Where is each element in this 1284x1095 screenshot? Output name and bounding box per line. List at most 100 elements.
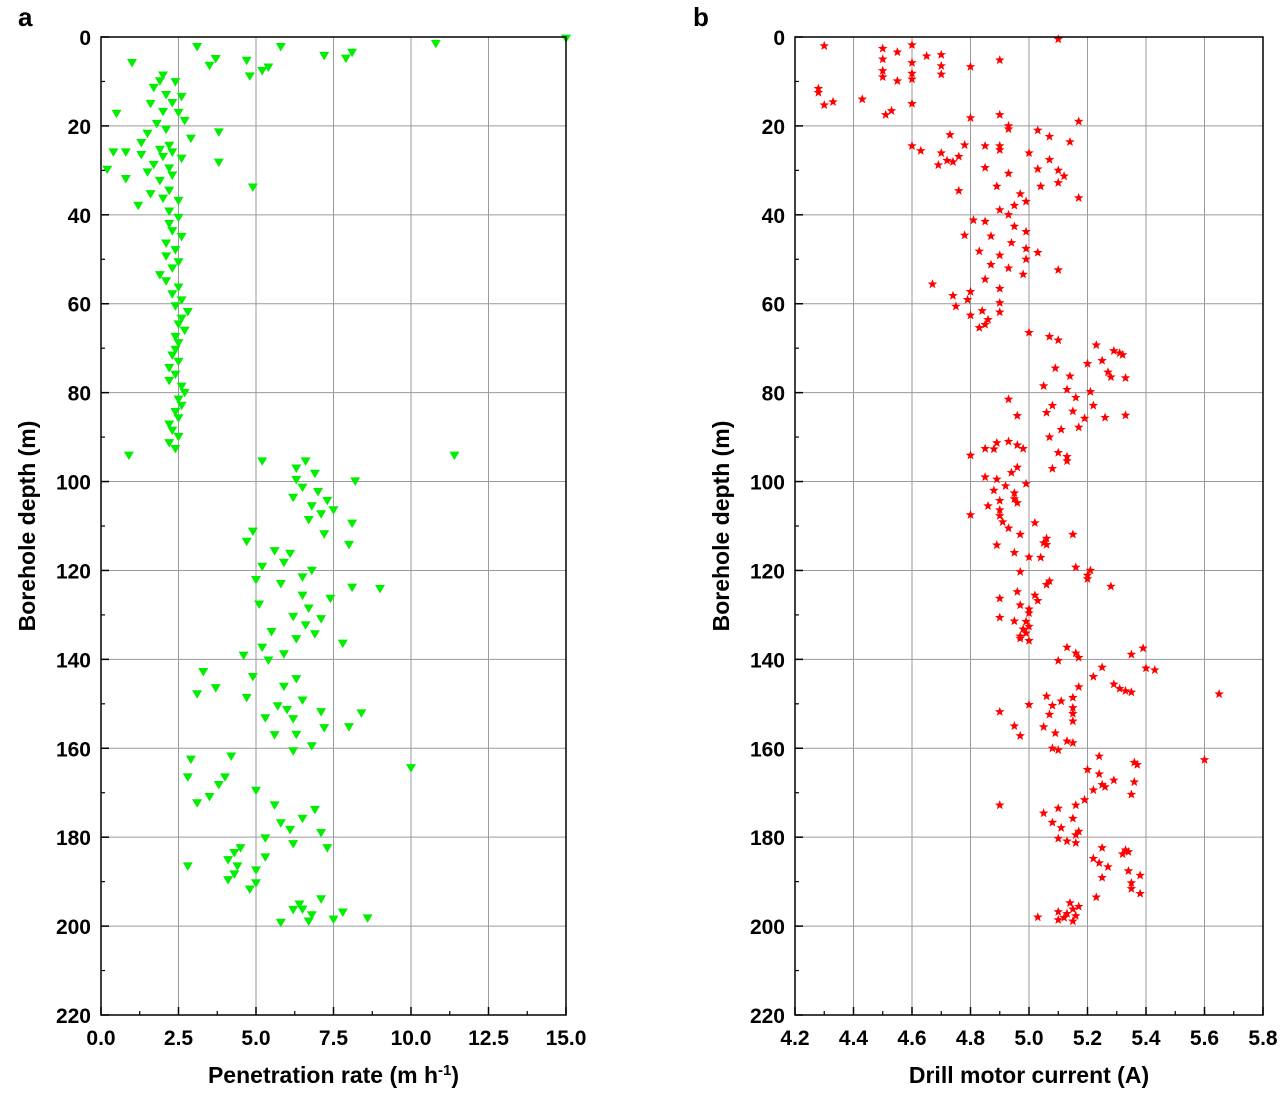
panel-b-data-point xyxy=(1003,436,1014,446)
panel-b-label: b xyxy=(693,2,709,32)
panel-a-data-point xyxy=(300,621,311,630)
panel-a-data-point xyxy=(313,488,323,497)
panel-a-data-point xyxy=(282,705,292,715)
panel-b-data-point xyxy=(962,294,973,304)
panel-b-data-point xyxy=(994,283,1005,293)
panel-b-data-point xyxy=(1015,633,1025,643)
panel-b-data-point xyxy=(980,162,990,172)
panel-b-data-point xyxy=(1021,628,1031,638)
panel-b-data-point xyxy=(965,509,976,519)
panel-a-data-point xyxy=(297,591,308,601)
panel-b-data-point xyxy=(936,69,947,79)
panel-a-x-tick-label: 15.0 xyxy=(546,1027,587,1050)
panel-a-data-point xyxy=(167,426,178,436)
panel-b-chart: b 4.2 4.4 4.6 4.8 5.0 5.2 5.4 5.6 5.8 0 20 40 60 80 1… xyxy=(693,2,1278,1088)
panel-b-data-point xyxy=(1053,914,1064,924)
panel-b-data-point xyxy=(892,47,903,57)
panel-a-data-point xyxy=(406,764,416,773)
panel-b-data-point xyxy=(1047,463,1058,473)
panel-b-data-point xyxy=(980,472,990,482)
panel-b-data-point xyxy=(1106,372,1116,382)
panel-b-data-point xyxy=(1009,547,1020,557)
panel-b-data-point xyxy=(992,181,1002,191)
panel-b-data-point xyxy=(977,305,987,315)
panel-a-data-point xyxy=(254,600,265,609)
panel-b-data-point xyxy=(1088,853,1099,863)
panel-b-data-point xyxy=(813,87,824,97)
panel-a-data-point xyxy=(167,351,178,361)
panel-a-data-point xyxy=(297,696,308,706)
panel-b-data-point xyxy=(994,144,1005,154)
panel-b-data-point xyxy=(1085,565,1096,575)
panel-a-data-point xyxy=(170,332,181,342)
panel-a-data-point xyxy=(275,43,286,52)
panel-a-data-point xyxy=(238,651,249,661)
panel-b-data-point xyxy=(1073,681,1084,691)
panel-a-data-point xyxy=(241,693,252,703)
panel-a-data-point xyxy=(179,116,190,126)
panel-b-data-point xyxy=(983,501,993,511)
panel-a-data-point xyxy=(288,747,299,756)
panel-b-data-point xyxy=(921,51,932,61)
panel-a-data-point xyxy=(322,496,333,506)
panel-b-data-point xyxy=(1062,736,1072,746)
panel-a-x-ticks: 0.0 2.5 5.0 7.5 10.0 12.5 15.0 xyxy=(86,1007,586,1050)
panel-b-data-point xyxy=(1068,406,1078,416)
panel-a-data-point xyxy=(260,853,271,862)
panel-a-y-tick-label: 200 xyxy=(56,916,91,939)
panel-a-data-point xyxy=(309,469,320,479)
panel-b-data-point xyxy=(1024,552,1034,562)
panel-b-data-point xyxy=(986,259,996,269)
panel-b-data-point xyxy=(1053,165,1064,175)
panel-b-data-point xyxy=(994,505,1005,515)
panel-b-data-point xyxy=(994,593,1005,603)
panel-b-y-tick-label: 180 xyxy=(750,827,785,850)
panel-b-data-point xyxy=(1120,685,1131,695)
panel-a-data-point xyxy=(251,576,261,585)
panel-b-data-point xyxy=(933,160,944,170)
panel-b-y-tick-label: 60 xyxy=(762,294,785,317)
panel-a-data-point xyxy=(173,283,184,293)
panel-b-data-point xyxy=(1073,116,1084,126)
panel-a-data-point xyxy=(241,56,252,66)
panel-a-data-point xyxy=(154,77,165,86)
panel-a-data-point xyxy=(288,840,299,849)
panel-a-data-point xyxy=(278,682,289,692)
panel-b-data-point xyxy=(1123,865,1134,876)
panel-b-data-point xyxy=(1033,595,1043,605)
panel-b-data-point xyxy=(1041,691,1052,701)
panel-a-data-point xyxy=(430,39,441,49)
panel-a-data-point xyxy=(263,656,274,666)
panel-a-data-point xyxy=(269,547,280,556)
panel-b-data-point xyxy=(880,109,891,119)
panel-a-y-tick-label: 140 xyxy=(56,649,91,672)
panel-a-data-point xyxy=(319,51,330,61)
panel-b-data-point xyxy=(1033,164,1043,174)
panel-a-data-point xyxy=(161,277,172,286)
panel-a-data-point xyxy=(241,537,252,547)
panel-b-data-point xyxy=(1009,221,1020,231)
panel-b-data-point xyxy=(1071,800,1081,810)
panel-a-data-point xyxy=(288,493,299,503)
panel-b-data-point xyxy=(1015,566,1025,576)
panel-a-label: a xyxy=(18,2,33,32)
panel-b-data-point xyxy=(948,290,958,300)
panel-b-data-point xyxy=(1068,916,1078,926)
panel-a-data-point xyxy=(291,464,302,473)
panel-b-data-point xyxy=(907,140,917,150)
panel-b-x-tick-label: 5.2 xyxy=(1073,1027,1102,1050)
panel-b-data-point xyxy=(1082,764,1093,774)
panel-b-data-point xyxy=(1038,380,1049,391)
panel-b-data-point xyxy=(994,204,1005,214)
panel-b-data-point xyxy=(819,40,830,50)
panel-a-data-point xyxy=(328,506,339,515)
panel-a-data-point xyxy=(179,326,190,336)
panel-b-data-point xyxy=(1082,358,1093,368)
panel-b-data-point xyxy=(1053,34,1064,44)
panel-b-data-point xyxy=(994,706,1005,716)
panel-a-data-point xyxy=(247,527,258,537)
panel-b-data-point xyxy=(1012,586,1023,596)
panel-a-data-point xyxy=(449,451,460,461)
panel-a-y-tick-label: 160 xyxy=(56,738,91,761)
panel-a-data-point xyxy=(145,99,156,109)
